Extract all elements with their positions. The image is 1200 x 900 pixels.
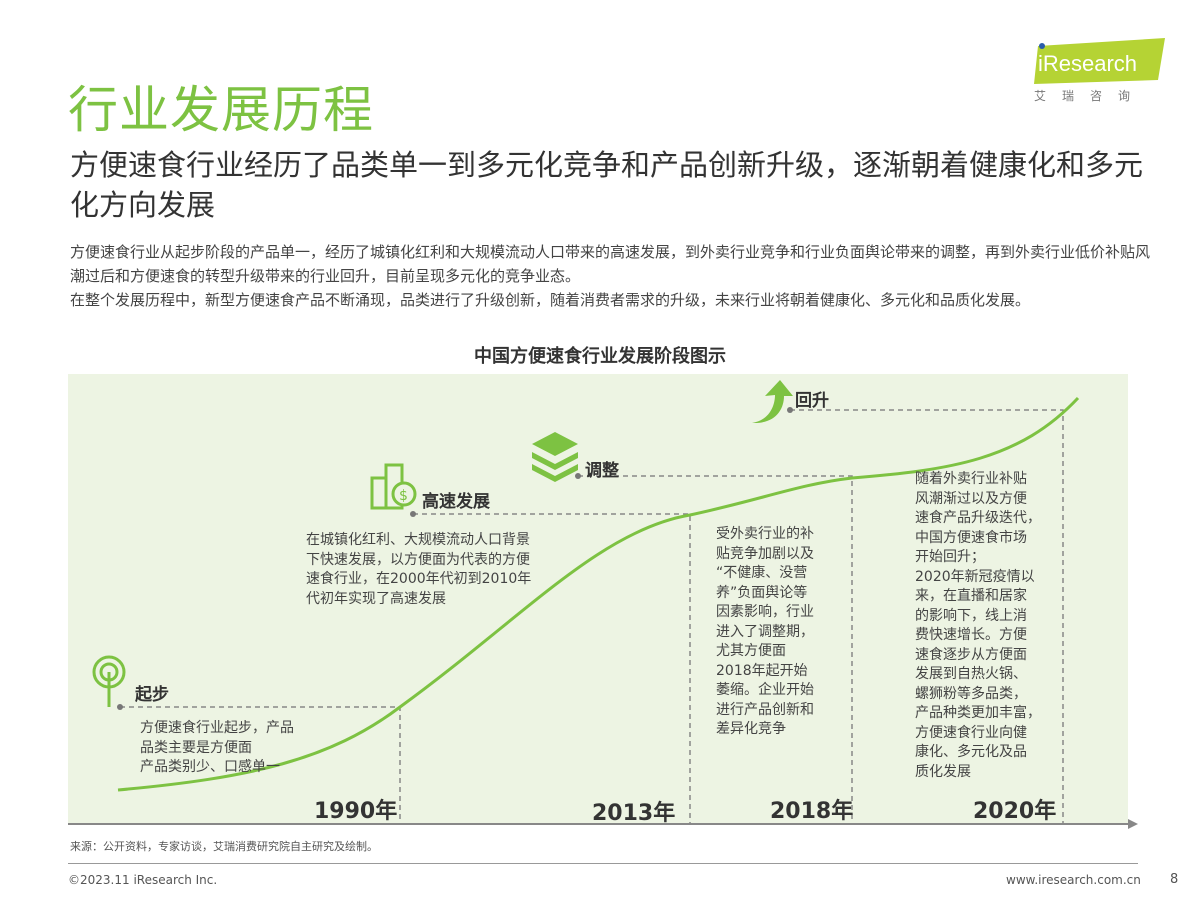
desc-line: 方便速食行业起步，产品 xyxy=(140,720,294,736)
desc-line: 进入了调整期， xyxy=(716,623,814,640)
paragraph: 方便速食行业从起步阶段的产品单一，经历了城镇化红利和大规模流动人口带来的高速发展… xyxy=(70,243,1151,285)
diagram-title: 中国方便速食行业发展阶段图示 xyxy=(474,346,726,367)
desc-line: 养”负面舆论等 xyxy=(716,584,808,601)
desc-line: 受外卖行业的补 xyxy=(716,526,814,542)
stage-label-rapid-growth: 高速发展 xyxy=(422,492,490,512)
source-note: 来源：公开资料，专家访谈，艾瑞消费研究院自主研究及绘制。 xyxy=(70,840,378,853)
growth-curve xyxy=(117,396,1080,792)
year-label: 2020年 xyxy=(973,799,1057,824)
building-dollar-icon: $ xyxy=(370,463,417,510)
desc-line: 质化发展 xyxy=(915,763,971,780)
desc-line: 代初年实现了高速发展 xyxy=(306,590,446,607)
diagram-background xyxy=(68,374,1128,824)
stage-label-adjustment: 调整 xyxy=(585,461,619,481)
page-number: 8 xyxy=(1170,872,1179,887)
desc-line: 2020年新冠疫情以 xyxy=(915,568,1035,585)
stage-description-start: 方便速食行业起步，产品 品类主要是方便面 产品类别少、口感单一 xyxy=(140,719,294,778)
website-link[interactable]: www.iresearch.com.cn xyxy=(1006,873,1141,887)
desc-line: 贴竞争加剧以及 xyxy=(716,545,814,562)
desc-line: 尤其方便面 xyxy=(716,643,786,659)
desc-line: 萎缩。企业开始 xyxy=(716,682,814,698)
year-label: 2018年 xyxy=(770,799,854,824)
desc-line: 品类主要是方便面 xyxy=(140,739,252,756)
copyright: ©2023.11 iResearch Inc. xyxy=(68,873,218,887)
desc-line: 速食逐步从方便面 xyxy=(915,646,1027,663)
layers-icon xyxy=(532,432,578,482)
iresearch-logo: iResearch xyxy=(1030,38,1165,98)
stage-description-recovery: 随着外卖行业补贴 风潮渐过以及方便 速食产品升级迭代， 中国方便速食市场 开始回升； 20… xyxy=(915,470,1041,782)
desc-line: 随着外卖行业补贴 xyxy=(915,471,1027,487)
desc-line: 进行产品创新和 xyxy=(716,701,814,718)
desc-line: 下快速发展，以方便面为代表的方便 xyxy=(306,551,530,568)
axis-arrow-icon xyxy=(1128,819,1138,829)
desc-line: 速食产品升级迭代， xyxy=(915,510,1041,526)
desc-line: 速食行业，在2000年代初到2010年 xyxy=(306,571,532,587)
desc-line: 螺狮粉等多品类， xyxy=(915,685,1027,702)
signal-tower-icon xyxy=(92,655,126,707)
stage-label-start: 起步 xyxy=(135,685,169,705)
page-title: 行业发展历程 xyxy=(68,81,374,139)
desc-line: 费快速增长。方便 xyxy=(915,627,1027,643)
year-label: 2013年 xyxy=(592,801,676,826)
paragraph: 在整个发展历程中，新型方便速食产品不断涌现，品类进行了升级创新，随着消费者需求的… xyxy=(70,291,1031,309)
desc-line: 康化、多元化及品 xyxy=(915,744,1027,760)
desc-line: 产品类别少、口感单一 xyxy=(140,759,280,775)
desc-line: 方便速食行业向健 xyxy=(915,724,1027,741)
footer-divider xyxy=(68,863,1138,864)
svg-text:iResearch: iResearch xyxy=(1038,51,1137,76)
year-label: 1990年 xyxy=(314,799,398,824)
stage-description-rapid-growth: 在城镇化红利、大规模流动人口背景 下快速发展，以方便面为代表的方便 速食行业，在… xyxy=(306,531,531,609)
desc-line: 的影响下，线上消 xyxy=(915,607,1027,624)
body-text: 方便速食行业从起步阶段的产品单一，经历了城镇化红利和大规模流动人口带来的高速发展… xyxy=(70,240,1150,312)
stage-description-adjustment: 受外卖行业的补 贴竞争加剧以及 “不健康、没营 养”负面舆论等 因素影响，行业 进入了调整… xyxy=(716,525,814,740)
desc-line: 中国方便速食市场 xyxy=(915,529,1027,546)
svg-text:$: $ xyxy=(399,488,408,504)
desc-line: 差异化竞争 xyxy=(716,721,786,737)
desc-line: 2018年起开始 xyxy=(716,662,808,679)
guide-line xyxy=(790,409,1064,823)
desc-line: “不健康、没营 xyxy=(716,565,808,581)
guide-line xyxy=(413,513,691,823)
desc-line: 在城镇化红利、大规模流动人口背景 xyxy=(306,532,530,548)
guide-line xyxy=(578,475,853,823)
desc-line: 来，在直播和居家 xyxy=(915,588,1027,604)
desc-line: 风潮渐过以及方便 xyxy=(915,490,1027,507)
page-subtitle: 方便速食行业经历了品类单一到多元化竞争和产品创新升级，逐渐朝着健康化和多元化方向… xyxy=(70,148,1144,222)
desc-line: 发展到自热火锅、 xyxy=(915,666,1027,682)
stage-label-recovery: 回升 xyxy=(795,391,829,411)
logo-subtitle: 艾瑞咨询 xyxy=(1034,89,1147,103)
up-arrow-icon xyxy=(752,380,793,424)
desc-line: 产品种类更加丰富， xyxy=(915,705,1041,721)
desc-line: 开始回升； xyxy=(915,549,985,565)
desc-line: 因素影响，行业 xyxy=(716,604,814,620)
